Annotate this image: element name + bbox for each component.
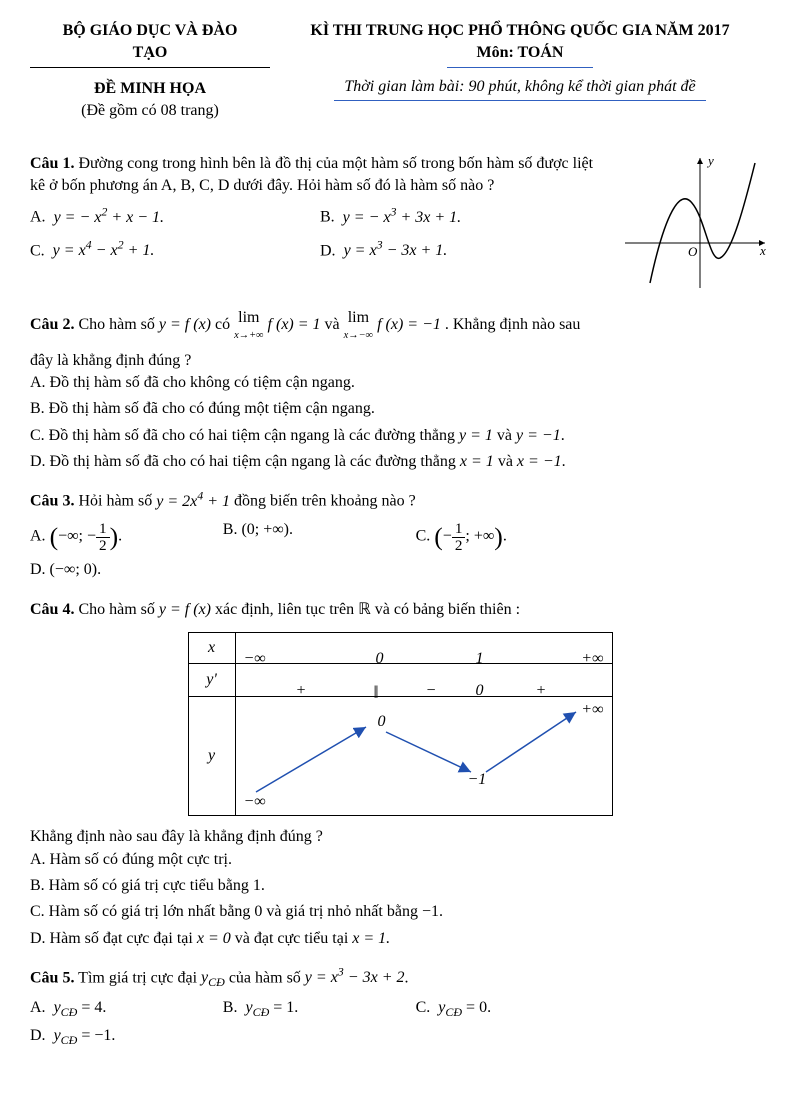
header-right: KÌ THI TRUNG HỌC PHỔ THÔNG QUỐC GIA NĂM … bbox=[270, 20, 770, 123]
q1-graph: x y O bbox=[620, 153, 770, 293]
q2-opt-b: B. Đồ thị hàm số đã cho có đúng một tiệm… bbox=[30, 398, 770, 420]
question-3: Câu 3. Hỏi hàm số y = 2x4 + 1 đồng biến … bbox=[30, 487, 770, 585]
axis-y-label: y bbox=[706, 153, 714, 168]
q3-t: Hỏi hàm số bbox=[78, 493, 156, 510]
q2-c2: và bbox=[493, 427, 516, 444]
q4-opt-d: D. Hàm số đạt cực đại tại bbox=[30, 930, 197, 947]
q2-label: Câu 2. bbox=[30, 316, 74, 333]
q3-opt-d: D. (−∞; 0). bbox=[30, 559, 178, 581]
q4-opt-a: A. Hàm số có đúng một cực trị. bbox=[30, 849, 770, 871]
q1-opt-d: D. bbox=[320, 242, 336, 259]
q1-text: Đường cong trong hình bên là đồ thị của … bbox=[30, 155, 593, 194]
q3-t2: đồng biến trên khoảng nào ? bbox=[234, 493, 416, 510]
q5-label: Câu 5. bbox=[30, 969, 74, 986]
q1-opt-c: C. bbox=[30, 242, 45, 259]
q5-opt-d: D. bbox=[30, 1027, 46, 1044]
q2-t5: đây là khẳng định đúng ? bbox=[30, 350, 770, 372]
q1-label: Câu 1. bbox=[30, 155, 74, 172]
exam-title: ĐỀ MINH HỌA bbox=[30, 78, 270, 100]
question-1: Câu 1. Đường cong trong hình bên là đồ t… bbox=[30, 153, 770, 293]
q2-opt-a: A. Đồ thị hàm số đã cho không có tiệm cậ… bbox=[30, 372, 770, 394]
q3-opt-b: B. (0; +∞). bbox=[223, 519, 386, 555]
question-2: Câu 2. Cho hàm số y = f (x) có limx→+∞ f… bbox=[30, 307, 770, 474]
q5-t2: của hàm số bbox=[229, 969, 305, 986]
page-count: (Đề gồm có 08 trang) bbox=[30, 100, 270, 122]
question-5: Câu 5. Tìm giá trị cực đại yCĐ của hàm s… bbox=[30, 964, 770, 1053]
question-4: Câu 4. Cho hàm số y = f (x) xác định, li… bbox=[30, 599, 770, 950]
q5-opt-a: A. bbox=[30, 999, 46, 1016]
q3-label: Câu 3. bbox=[30, 493, 74, 510]
q4-t2: xác định, liên tục trên bbox=[215, 601, 358, 618]
q4-t3: và có bảng biến thiên : bbox=[375, 601, 520, 618]
q3-opt-a: A. bbox=[30, 528, 46, 545]
q1-opt-a: A. bbox=[30, 209, 46, 226]
q2-t2: có bbox=[215, 316, 234, 333]
q4-opt-c: C. Hàm số có giá trị lớn nhất bằng 0 và … bbox=[30, 901, 770, 923]
variation-table: x −∞ 0 1 +∞ y' + ‖ − 0 + y bbox=[30, 632, 770, 816]
q4-follow: Khẳng định nào sau đây là khẳng định đún… bbox=[30, 826, 770, 848]
header-left: BỘ GIÁO DỤC VÀ ĐÀO TẠO ĐỀ MINH HỌA (Đề g… bbox=[30, 20, 270, 123]
q4-label: Câu 4. bbox=[30, 601, 74, 618]
exam-name: KÌ THI TRUNG HỌC PHỔ THÔNG QUỐC GIA NĂM … bbox=[270, 20, 770, 42]
q4-opt-b: B. Hàm số có giá trị cực tiểu bằng 1. bbox=[30, 875, 770, 897]
q2-t1: Cho hàm số bbox=[78, 316, 158, 333]
q5-opt-c: C. bbox=[416, 999, 431, 1016]
document-header: BỘ GIÁO DỤC VÀ ĐÀO TẠO ĐỀ MINH HỌA (Đề g… bbox=[30, 20, 770, 123]
q4-t: Cho hàm số bbox=[78, 601, 158, 618]
duration: Thời gian làm bài: 90 phút, không kể thờ… bbox=[334, 76, 705, 101]
q2-d2: và bbox=[494, 453, 517, 470]
q4-d2: và đạt cực tiểu tại bbox=[231, 930, 353, 947]
q3-opt-c: C. bbox=[416, 528, 431, 545]
origin-label: O bbox=[688, 244, 698, 259]
q2-t3: và bbox=[325, 316, 344, 333]
q2-opt-c: C. Đồ thị hàm số đã cho có hai tiệm cận … bbox=[30, 427, 459, 444]
ministry-label: BỘ GIÁO DỤC VÀ ĐÀO TẠO bbox=[30, 20, 270, 68]
q2-t4: . Khẳng định nào sau bbox=[445, 316, 581, 333]
q1-opt-b: B. bbox=[320, 209, 335, 226]
q5-t: Tìm giá trị cực đại bbox=[78, 969, 201, 986]
subject: Môn: TOÁN bbox=[447, 42, 594, 67]
axis-x-label: x bbox=[759, 243, 766, 258]
q2-opt-d: D. Đồ thị hàm số đã cho có hai tiệm cận … bbox=[30, 453, 460, 470]
q5-opt-b: B. bbox=[223, 999, 238, 1016]
